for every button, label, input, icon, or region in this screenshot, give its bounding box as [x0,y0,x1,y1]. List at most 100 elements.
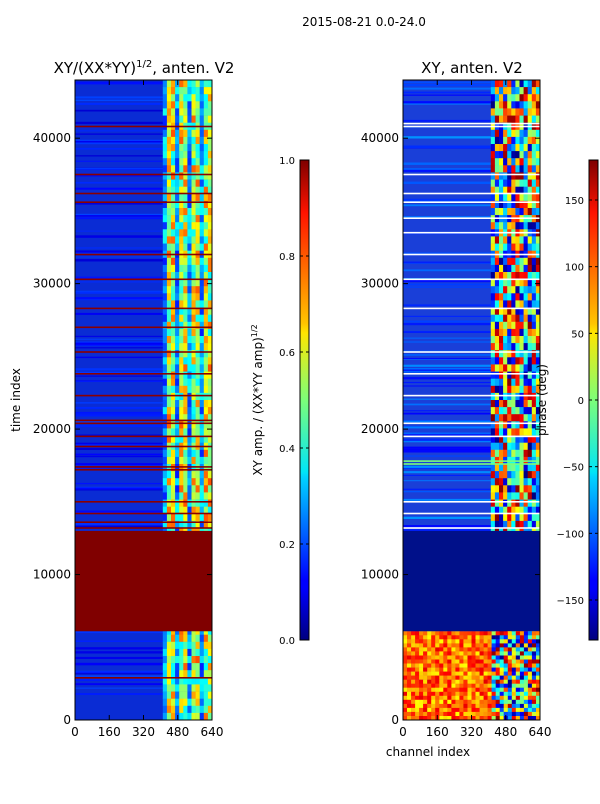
right-noisy-cell [531,716,537,720]
right-noisy-cell [483,647,488,652]
right-noisy-cell [419,667,424,672]
right-active-cell [523,208,528,216]
right-active-cell [511,286,516,294]
right-noisy-cell [536,651,540,656]
right-active-cell [519,471,524,479]
right-active-cell [503,513,508,522]
left-active-cell [187,129,192,138]
left-texture-stripe [75,230,212,232]
right-noisy-cell [451,699,456,705]
right-noisy-cell [479,663,484,668]
left-active-cell [207,385,212,394]
right-active-cell [531,158,537,166]
left-active-cell [179,520,184,529]
right-x-tick-label: 480 [494,725,517,739]
left-active-cell [187,300,192,308]
left-active-cell [162,222,168,230]
left-active-cell [207,328,212,337]
left-active-cell [195,158,200,166]
right-noisy-cell [523,695,529,701]
right-active-cell [527,485,533,493]
right-active-cell [515,222,520,230]
left-active-cell [191,87,196,95]
left-active-cell [199,407,205,415]
right-texture-stripe [403,216,540,219]
left-active-cell [191,364,196,372]
right-active-cell [507,200,512,209]
right-noisy-cell [515,655,521,660]
right-noisy-cell [451,631,456,636]
right-noisy-cell [503,679,508,684]
right-active-cell [535,513,540,522]
left-active-cell [195,307,200,315]
left-flagged-row [75,394,212,397]
right-active-cell [499,151,504,159]
right-active-cell [527,407,533,415]
right-flagged-row [403,125,540,128]
right-noisy-cell [463,659,468,664]
left-active-cell [175,400,180,408]
right-active-cell [499,243,504,251]
right-noisy-cell [459,643,464,648]
left-active-cell [199,385,205,394]
right-active-cell [523,300,528,308]
right-noisy-cell [503,643,508,648]
right-noisy-cell [531,635,537,640]
right-active-cell [499,108,504,116]
right-noisy-cell [427,675,432,680]
right-noisy-cell [455,703,460,709]
right-active-cell [503,492,508,500]
left-active-cell [203,471,209,479]
right-active-cell [519,129,524,138]
left-active-cell [171,670,176,678]
left-texture-stripe [75,187,212,190]
right-active-cell [519,478,524,486]
left-active-cell [199,478,205,486]
right-active-cell [511,385,516,394]
right-noisy-cell [407,655,412,660]
left-active-cell [171,243,176,251]
left-active-cell [183,449,188,458]
right-active-cell [499,200,504,209]
left-active-cell [166,321,172,330]
left-active-cell [199,286,205,294]
left-active-cell [191,314,196,323]
left-active-cell [171,321,176,330]
right-noisy-cell [403,703,408,709]
right-noisy-cell [511,635,517,640]
right-active-cell [503,272,508,280]
right-active-cell [523,321,528,330]
right-flagged-row [403,122,540,125]
right-active-cell [527,471,533,479]
right-noisy-cell [511,631,517,636]
left-active-cell [179,257,184,266]
right-noisy-cell [435,691,440,697]
left-texture-stripe [75,662,212,666]
right-active-cell [499,350,504,358]
left-active-cell [183,663,188,671]
right-colorbar-tick-label: 100 [565,263,584,274]
right-texture-stripe [403,169,540,172]
right-active-cell [499,442,504,451]
right-noisy-cell [503,707,508,713]
left-active-cell [195,193,200,202]
right-texture-stripe [403,371,540,373]
left-active-cell [183,456,188,465]
right-active-cell [494,129,500,138]
right-active-cell [515,343,520,351]
right-active-cell [507,449,512,458]
left-active-cell [191,215,196,223]
left-active-cell [166,684,172,692]
right-active-cell [515,286,520,294]
right-active-cell [535,478,540,486]
left-active-cell [175,293,180,301]
right-active-cell [535,136,540,145]
left-active-cell [187,478,192,486]
right-noisy-cell [415,679,420,684]
right-noisy-cell [463,683,468,688]
left-active-cell [187,314,192,323]
left-active-cell [175,691,180,699]
left-active-cell [175,641,180,650]
right-active-cell [511,421,516,429]
left-y-tick-label: 0 [63,713,71,727]
